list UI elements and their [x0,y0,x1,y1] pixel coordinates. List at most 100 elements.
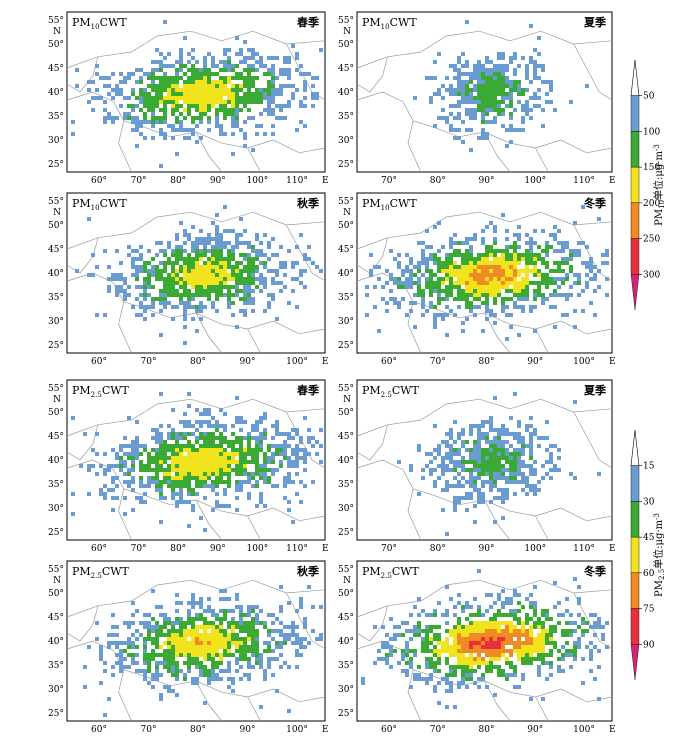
cwt-cell [199,452,203,456]
cwt-cell [191,273,195,277]
cwt-cell [299,64,303,68]
cwt-cell [315,92,319,96]
cwt-cell [533,484,537,488]
cwt-cell [199,229,203,233]
cwt-cell [235,84,239,88]
cwt-cell [505,297,509,301]
cwt-cell [481,273,485,277]
cwt-cell [445,621,449,625]
cwt-cell [239,420,243,424]
cwt-cell [279,104,283,108]
cwt-cell [593,633,597,637]
cwt-cell [187,649,191,653]
cwt-cell [115,285,119,289]
cwt-cell [195,60,199,64]
cwt-cell [143,261,147,265]
cwt-cell [275,317,279,321]
cwt-cell [473,100,477,104]
cwt-cell [449,456,453,460]
cwt-cell [585,645,589,649]
cwt-cell [509,269,513,273]
cwt-cell [199,84,203,88]
cwt-cell [393,649,397,653]
cwt-cell [457,88,461,92]
cwt-cell [525,100,529,104]
cwt-cell [501,88,505,92]
cwt-cell [223,64,227,68]
cwt-cell [139,245,143,249]
cwt-cell [171,289,175,293]
cwt-cell [545,613,549,617]
cwt-cell [159,605,163,609]
cwt-cell [279,261,283,265]
cwt-cell [597,697,601,701]
cwt-cell [477,108,481,112]
cwt-cell [497,277,501,281]
cwt-cell [481,661,485,665]
cwt-cell [243,673,247,677]
cwt-cell [115,84,119,88]
cwt-cell [247,253,251,257]
cwt-cell [469,460,473,464]
cwt-cell [135,128,139,132]
cwt-cell [489,281,493,285]
cwt-cell [147,249,151,253]
cwt-cell [175,100,179,104]
cwt-cell [203,412,207,416]
cwt-cell [219,677,223,681]
cwt-cell [275,269,279,273]
cwt-cell [585,84,589,88]
cwt-cell [513,285,517,289]
cwt-cell [191,116,195,120]
cwt-cell [159,88,163,92]
cwt-cell [413,96,417,100]
cwt-cell [445,468,449,472]
cwt-cell [521,269,525,273]
cwt-cell [143,677,147,681]
cwt-cell [207,261,211,265]
cwt-cell [469,80,473,84]
cwt-cell [461,273,465,277]
cwt-cell [533,273,537,277]
cwt-cell [513,645,517,649]
cwt-cell [187,633,191,637]
cwt-cell [179,649,183,653]
cwt-cell [295,464,299,468]
cwt-cell [251,621,255,625]
cwt-cell [513,641,517,645]
cwt-cell [191,653,195,657]
east-label: E [322,357,329,367]
cwt-cell [513,261,517,265]
cwt-cell [287,508,291,512]
cwt-cell [465,637,469,641]
cwt-cell [119,261,123,265]
cwt-cell [247,665,251,669]
cwt-cell [521,108,525,112]
cwt-cell [549,661,553,665]
cwt-cell [231,637,235,641]
cwt-cell [457,297,461,301]
cwt-cell [477,637,481,641]
cwt-cell [469,265,473,269]
cwt-cell [513,665,517,669]
cwt-cell [509,641,513,645]
cwt-cell [211,249,215,253]
legend-swatch [630,131,640,168]
cwt-cell [251,257,255,261]
cwt-cell [223,488,227,492]
cwt-cell [441,297,445,301]
cwt-cell [433,649,437,653]
cwt-cell [119,88,123,92]
cwt-cell [441,269,445,273]
cwt-cell [377,649,381,653]
cwt-cell [481,420,485,424]
cwt-cell [493,273,497,277]
cwt-cell [553,261,557,265]
cwt-cell [95,96,99,100]
cwt-cell [405,629,409,633]
cwt-cell [111,448,115,452]
cwt-cell [211,677,215,681]
cwt-cell [247,621,251,625]
cwt-cell [147,484,151,488]
cwt-cell [203,60,207,64]
